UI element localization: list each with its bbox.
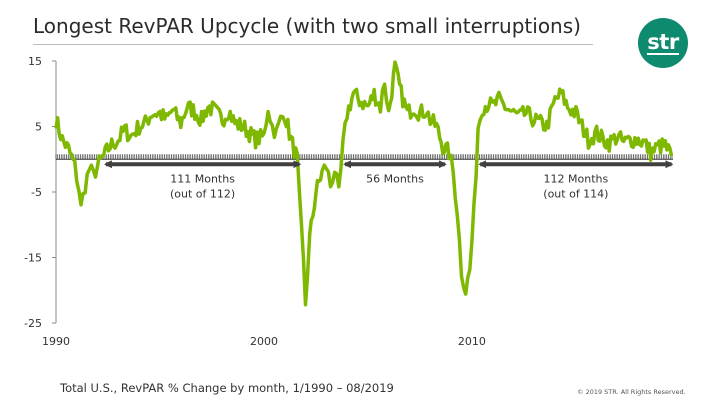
y-tick-label: -15 [24,252,42,265]
y-tick-label: 15 [28,55,42,68]
x-tick-label: 1990 [42,335,70,348]
logo-text: str [647,29,679,55]
annotation-label: 56 Months [366,172,424,185]
x-tick-label: 2000 [250,335,278,348]
series-line [54,60,674,307]
y-axis: 15 5 -5 -15 -25 [24,55,57,330]
monthly-ticks [55,154,673,160]
x-axis: 1990 2000 2010 [42,335,486,348]
series-group [54,60,674,307]
annotation-label: 111 Months [170,172,235,185]
y-tick-label: -5 [31,186,42,199]
annotations: 111 Months (out of 112) 56 Months 112 Month… [103,160,674,200]
title-divider [33,44,593,45]
chart-title: Longest RevPAR Upcycle (with two small i… [33,14,581,38]
x-tick-label: 2010 [458,335,486,348]
annotation-sublabel: (out of 112) [170,187,235,200]
annotation-label: 112 Months [544,172,609,185]
str-logo: str [638,18,688,68]
source-footnote: Total U.S., RevPAR % Change by month, 1/… [60,381,394,395]
copyright-text: © 2019 STR. All Rights Reserved. [577,388,686,396]
y-tick-label: -25 [24,317,42,330]
annotation-sublabel: (out of 114) [543,187,608,200]
y-tick-label: 5 [35,121,42,134]
zero-line [55,154,673,160]
